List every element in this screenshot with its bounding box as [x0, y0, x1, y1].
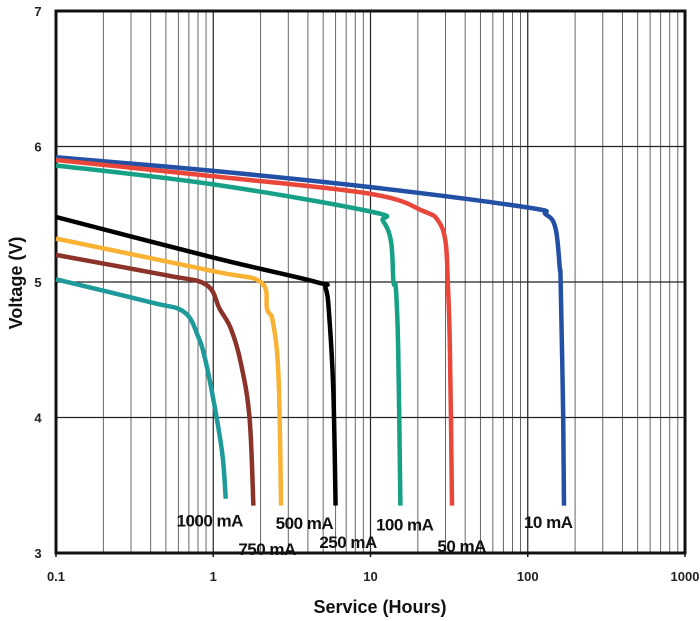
y-tick-label: 5	[34, 275, 41, 290]
x-tick-label: 1	[210, 569, 217, 584]
series-label-1000-ma: 1000 mA	[177, 511, 244, 530]
series-line-10-ma	[55, 155, 567, 506]
series-line-100-ma	[55, 163, 403, 506]
series-label-10-ma: 10 mA	[524, 513, 573, 532]
series-line-250-ma	[55, 214, 338, 506]
x-axis-title: Service (Hours)	[313, 597, 446, 617]
series-line-750-ma	[55, 252, 256, 506]
series-label-50-ma: 50 mA	[437, 537, 486, 556]
x-tick-label: 10	[363, 569, 377, 584]
y-axis-title: Voltage (V)	[6, 237, 26, 330]
x-tick-label: 1000	[671, 569, 700, 584]
y-tick-label: 7	[34, 4, 41, 19]
x-tick-label: 100	[517, 569, 539, 584]
series-line-50-ma	[55, 157, 455, 506]
y-tick-label: 6	[34, 140, 41, 155]
grid	[55, 11, 685, 553]
y-tick-label: 3	[34, 546, 41, 561]
series-label-250-ma: 250 mA	[319, 533, 377, 552]
y-tick-label: 4	[34, 411, 42, 426]
series-line-500-ma	[55, 236, 284, 506]
series-label-100-ma: 100 mA	[376, 516, 434, 535]
x-tick-label: 0.1	[47, 569, 65, 584]
series-label-500-ma: 500 mA	[276, 514, 334, 533]
series-line-1000-ma	[55, 277, 228, 499]
series-label-750-ma: 750 mA	[238, 540, 296, 559]
tick-labels: 0.1 1 10 100 1000 3 4 5 6 7	[34, 4, 699, 584]
series-layer	[55, 155, 567, 506]
